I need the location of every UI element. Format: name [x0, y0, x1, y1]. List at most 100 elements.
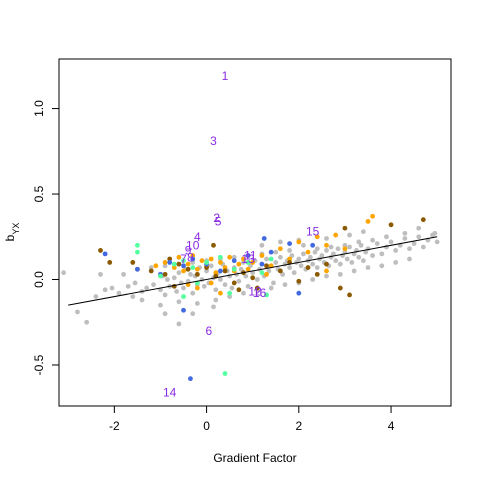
data-point-gray: [328, 244, 334, 250]
data-point-gray: [116, 290, 122, 296]
data-point-gray: [61, 270, 67, 276]
data-point-orange: [153, 263, 159, 269]
data-point-gray: [333, 258, 339, 264]
data-point-gray: [109, 285, 115, 291]
data-point-gray: [301, 251, 306, 257]
data-point-green: [171, 261, 177, 267]
data-point-gray: [162, 311, 168, 317]
data-point-orange: [222, 265, 228, 270]
data-point-gray: [211, 304, 216, 310]
data-point-blue: [310, 242, 316, 248]
data-point-blue: [167, 260, 173, 265]
y-tick-label: 1.0: [32, 100, 46, 117]
data-point-gray: [222, 282, 228, 288]
data-point-green: [222, 371, 228, 376]
data-point-orange: [296, 239, 302, 245]
data-point-brown: [314, 271, 320, 277]
data-point-gray: [402, 236, 408, 241]
data-point-brown: [250, 275, 256, 281]
data-point-green: [181, 258, 186, 264]
data-point-green: [245, 260, 251, 265]
data-point-gray: [363, 249, 369, 255]
point-label-5: 5: [215, 214, 222, 228]
data-point-gray: [158, 302, 163, 308]
data-point-orange: [287, 256, 292, 262]
data-point-gray: [271, 280, 276, 286]
data-point-blue: [231, 258, 237, 264]
data-point-gray: [337, 271, 343, 277]
data-point-gray: [273, 260, 279, 265]
data-point-gray: [238, 266, 244, 272]
data-point-green: [135, 249, 140, 255]
data-point-gray: [356, 239, 362, 245]
data-point-brown: [347, 292, 352, 298]
data-point-blue: [296, 290, 302, 296]
data-point-orange: [194, 266, 200, 272]
y-axis-title-main: b: [3, 234, 17, 241]
data-point-orange: [259, 253, 265, 258]
data-point-gray: [130, 294, 136, 300]
data-point-gray: [213, 297, 219, 303]
data-point-orange: [227, 254, 233, 260]
data-point-gray: [280, 271, 286, 277]
data-point-gray: [227, 294, 233, 300]
data-point-gray: [102, 287, 108, 293]
data-point-gray: [331, 251, 336, 257]
point-label-1: 1: [222, 69, 229, 83]
data-point-gray: [176, 321, 182, 327]
point-label-2: 2: [213, 211, 220, 225]
data-point-gray: [310, 261, 316, 267]
data-point-gray: [266, 268, 272, 274]
data-point-gray: [416, 225, 422, 231]
data-point-gray: [291, 270, 297, 276]
data-point-orange: [245, 266, 251, 272]
data-point-gray: [358, 242, 364, 248]
data-point-orange: [241, 256, 246, 262]
data-point-gray: [296, 256, 302, 262]
data-point-gray: [132, 280, 138, 286]
data-point-gray: [298, 263, 304, 269]
data-point-gray: [365, 246, 371, 252]
data-point-gray: [319, 253, 325, 258]
points-layer: [61, 213, 440, 382]
data-point-gray: [393, 248, 399, 253]
point-label-4: 4: [194, 230, 201, 244]
data-point-gray: [75, 309, 80, 315]
data-point-green: [231, 266, 237, 272]
data-point-gray: [229, 285, 235, 291]
y-tick-label: -0.5: [32, 354, 46, 375]
data-point-gray: [416, 234, 422, 240]
data-point-orange: [277, 246, 283, 252]
data-point-gray: [337, 261, 343, 267]
data-point-gray: [181, 285, 186, 291]
data-point-gray: [379, 251, 385, 257]
data-point-brown: [388, 222, 394, 228]
data-point-brown: [342, 225, 348, 231]
data-point-blue: [181, 263, 186, 269]
data-point-brown: [236, 287, 242, 293]
data-point-orange: [250, 260, 256, 265]
data-point-brown: [167, 256, 173, 262]
data-point-gray: [324, 236, 329, 241]
data-point-gray: [344, 256, 350, 262]
data-point-gray: [360, 229, 366, 235]
data-point-blue: [181, 307, 186, 313]
data-point-gray: [349, 260, 355, 265]
point-label-6: 6: [206, 324, 213, 338]
data-point-gray: [84, 319, 90, 325]
data-point-gray: [384, 244, 389, 250]
data-point-orange: [218, 260, 223, 265]
data-point-orange: [181, 268, 186, 274]
x-axis-title: Gradient Factor: [213, 451, 296, 465]
data-point-gray: [356, 254, 362, 260]
data-point-gray: [125, 283, 131, 289]
data-point-gray: [199, 277, 205, 282]
data-point-gray: [370, 253, 375, 258]
data-point-brown: [130, 260, 136, 265]
data-point-gray: [388, 239, 394, 245]
data-point-green: [218, 254, 223, 260]
data-point-brown: [176, 261, 182, 267]
data-point-gray: [384, 234, 389, 240]
data-point-orange: [185, 261, 191, 267]
